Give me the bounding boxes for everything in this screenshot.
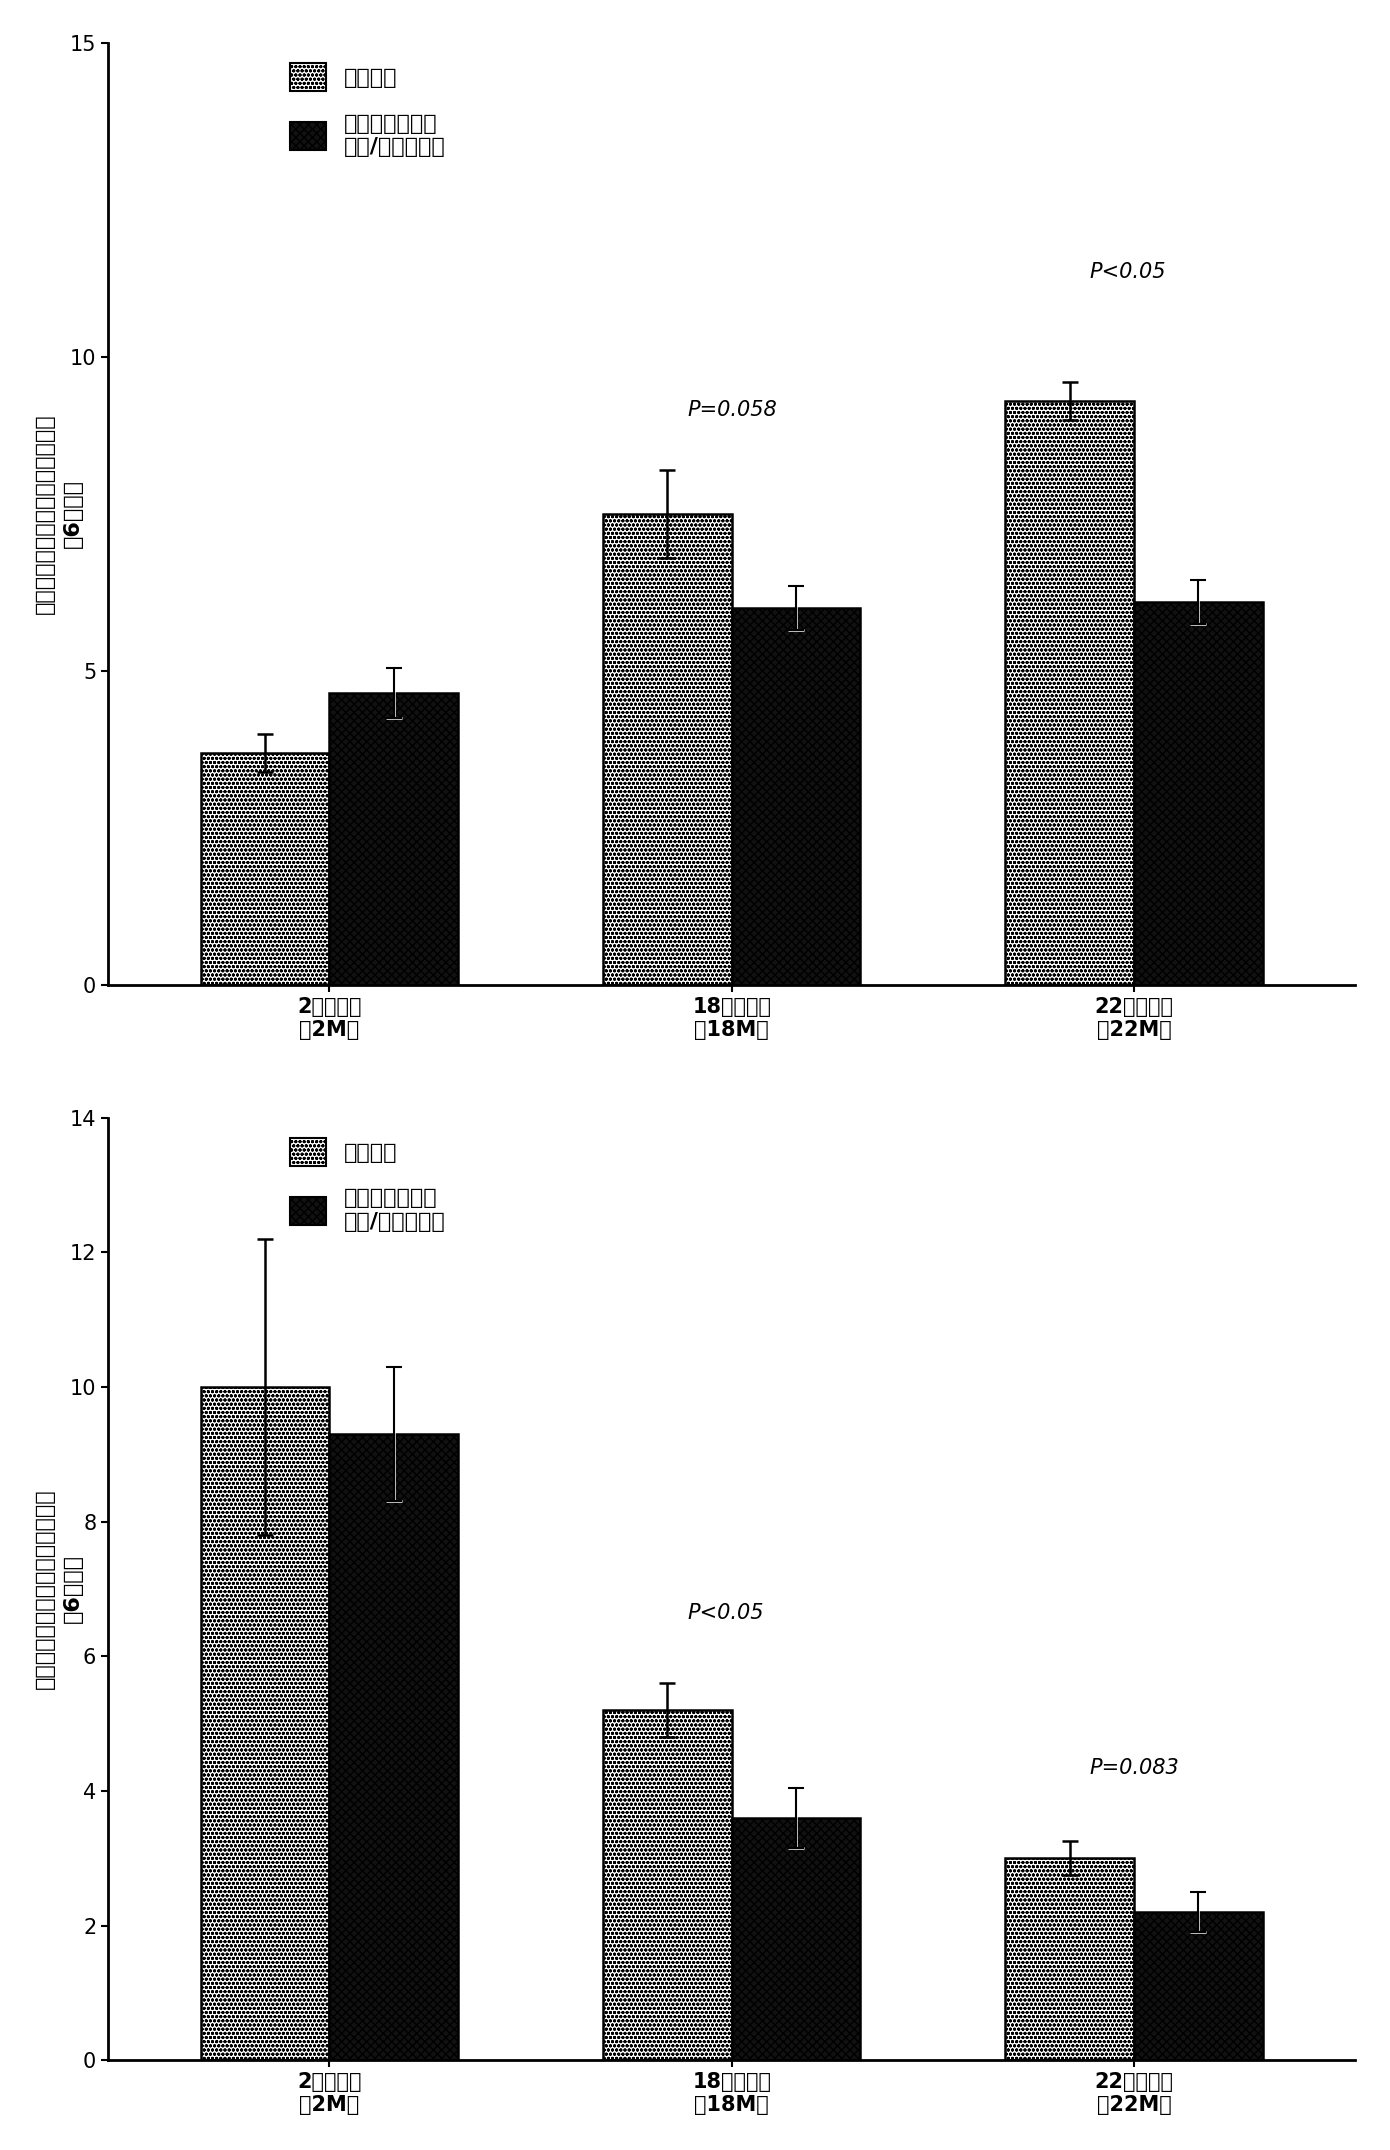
- Y-axis label: 相位向后移动的同步化所需的天数
（6小时）: 相位向后移动的同步化所需的天数 （6小时）: [35, 413, 83, 615]
- Bar: [329, 692, 459, 985]
- Bar: [1134, 1911, 1262, 2060]
- Legend: 对照饲料, 含花生四烯酸的
脂肪/油复合饲料: 对照饲料, 含花生四烯酸的 脂肪/油复合饲料: [281, 54, 455, 166]
- Bar: [731, 1819, 860, 2060]
- Bar: [731, 608, 860, 985]
- Text: P=0.058: P=0.058: [688, 400, 777, 419]
- Bar: [200, 1387, 329, 2060]
- Bar: [1134, 602, 1262, 985]
- Text: P=0.083: P=0.083: [1090, 1757, 1180, 1778]
- Legend: 对照饲料, 含花生四烯酸的
脂肪/油复合饲料: 对照饲料, 含花生四烯酸的 脂肪/油复合饲料: [281, 1129, 455, 1241]
- Bar: [329, 1434, 459, 2060]
- Bar: [200, 752, 329, 985]
- Bar: [1005, 400, 1134, 985]
- Text: P<0.05: P<0.05: [688, 1602, 764, 1623]
- Text: P<0.05: P<0.05: [1090, 262, 1166, 282]
- Bar: [603, 1709, 731, 2060]
- Bar: [603, 514, 731, 985]
- Y-axis label: 相位向前移动的同步化所需的天数
（6小时）: 相位向前移动的同步化所需的天数 （6小时）: [35, 1488, 83, 1690]
- Bar: [1005, 1858, 1134, 2060]
